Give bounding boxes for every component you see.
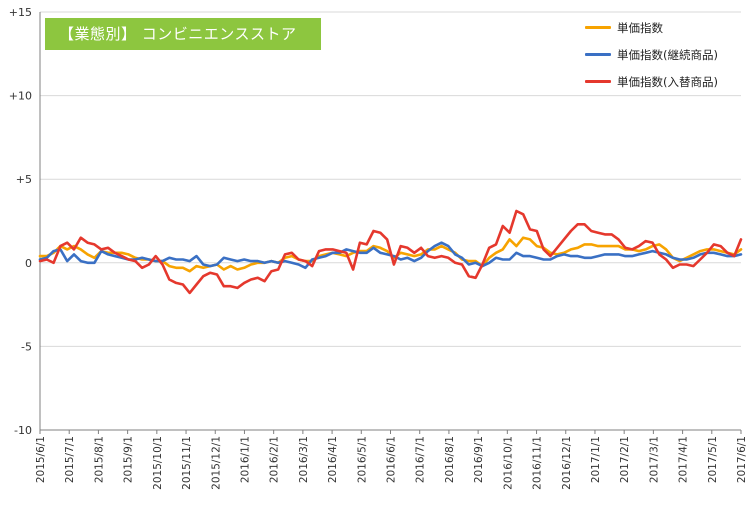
x-tick-label: 2016/10/1: [502, 436, 514, 490]
x-tick-label: 2015/11/1: [181, 436, 193, 490]
x-tick-label: 2016/1/1: [239, 436, 251, 483]
y-tick-label: 0: [25, 257, 32, 270]
y-tick-label: +15: [9, 6, 32, 19]
series-line-2: [38, 209, 743, 295]
x-tick-label: 2017/1/1: [590, 436, 602, 483]
x-tick-label: 2016/2/1: [269, 436, 281, 483]
legend-swatch-replaced: [585, 80, 611, 83]
legend-label-overall: 単価指数: [617, 20, 663, 35]
chart-title: 【業態別】 コンビニエンスストア: [45, 18, 321, 50]
x-tick-label: 2015/7/1: [64, 436, 76, 483]
x-tick-label: 2017/5/1: [707, 436, 719, 483]
legend-item-replaced: 単価指数(入替商品): [585, 68, 743, 95]
legend-label-continuing: 単価指数(継続商品): [617, 47, 718, 62]
x-tick-label: 2016/11/1: [532, 436, 544, 490]
y-tick-labels: -10 -5 0 +5 +10 +15: [9, 6, 32, 437]
legend-label-replaced: 単価指数(入替商品): [617, 74, 718, 89]
y-tick-label: -10: [14, 424, 32, 437]
x-tick-label: 2015/8/1: [93, 436, 105, 483]
x-tick-labels: 2015/6/1 2015/7/1 2015/8/1 2015/9/1 2015/10/…: [35, 436, 746, 490]
y-tick-label: -5: [21, 340, 32, 353]
x-tick-label: 2016/3/1: [298, 436, 310, 483]
series-lines: [38, 209, 743, 295]
y-tick-label: +5: [16, 173, 32, 186]
legend-swatch-continuing: [585, 53, 611, 56]
x-tick-label: 2016/8/1: [444, 436, 456, 483]
x-tick-label: 2016/5/1: [356, 436, 368, 483]
x-tick-label: 2015/9/1: [123, 436, 135, 483]
y-tick-label: +10: [9, 90, 32, 103]
x-tick-label: 2016/12/1: [561, 436, 573, 490]
x-tick-label: 2015/6/1: [35, 436, 47, 483]
x-tick-label: 2016/4/1: [327, 436, 339, 483]
x-tick-label: 2017/6/1: [736, 436, 746, 483]
legend-swatch-overall: [585, 26, 611, 29]
x-tick-label: 2017/3/1: [648, 436, 660, 483]
axes: [39, 12, 742, 434]
x-tick-label: 2016/7/1: [415, 436, 427, 483]
legend: 単価指数 単価指数(継続商品) 単価指数(入替商品): [585, 14, 743, 95]
x-tick-label: 2015/10/1: [152, 436, 164, 490]
x-tick-label: 2017/2/1: [619, 436, 631, 483]
legend-item-overall: 単価指数: [585, 14, 743, 41]
x-tick-label: 2017/4/1: [678, 436, 690, 483]
x-tick-label: 2015/12/1: [210, 436, 222, 490]
x-tick-label: 2016/6/1: [386, 436, 398, 483]
x-tick-label: 2016/9/1: [473, 436, 485, 483]
legend-item-continuing: 単価指数(継続商品): [585, 41, 743, 68]
